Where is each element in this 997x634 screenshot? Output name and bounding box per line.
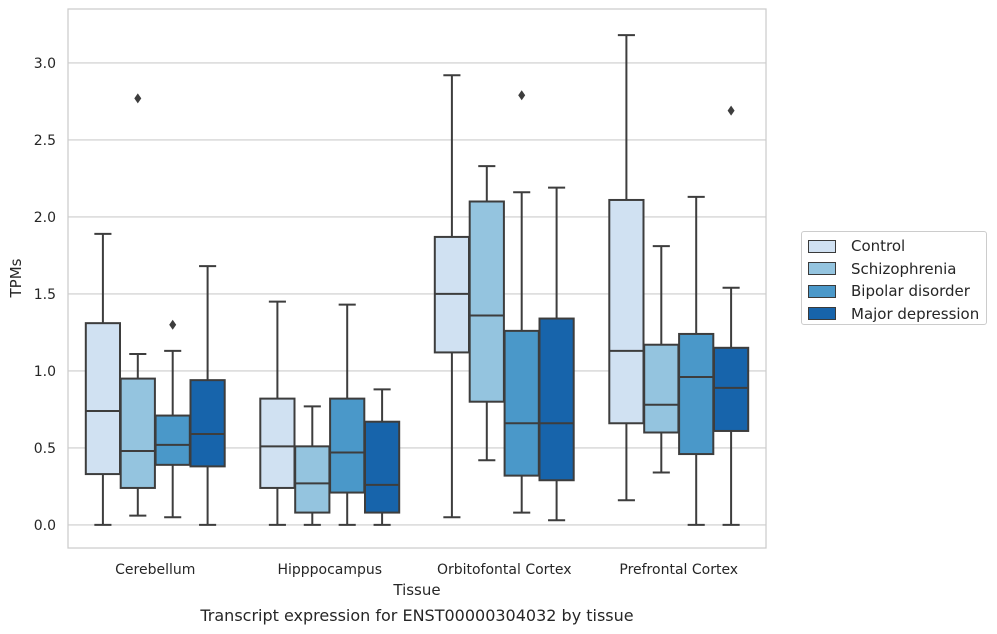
y-tick-label: 1.5 [34, 287, 56, 303]
box-iqr [538, 317, 575, 482]
legend: Control Schizophrenia Bipolar disorder Majo… [801, 231, 987, 325]
y-axis-label: TPMs [7, 258, 25, 298]
box-iqr [119, 377, 156, 489]
x-tick-label: Cerebellum [115, 562, 195, 578]
y-tick-label: 1.0 [34, 364, 56, 380]
x-tick-label: Hipppocampus [277, 562, 382, 578]
box-0-3 [189, 265, 226, 526]
legend-swatch [808, 307, 836, 320]
y-tick-label: 2.0 [34, 210, 56, 226]
box-1-0 [259, 300, 296, 526]
box-iqr [189, 379, 226, 468]
x-axis-label: Tissue [392, 581, 440, 599]
box-2-3 [538, 186, 575, 522]
box-3-0 [608, 34, 645, 502]
y-tick-label: 3.0 [34, 56, 56, 72]
outlier-point [518, 90, 526, 101]
box-iqr [608, 198, 645, 425]
legend-swatch [808, 284, 836, 298]
box-iqr [678, 332, 715, 456]
box-2-1 [468, 165, 505, 462]
outlier-point [727, 105, 735, 116]
legend-swatch [808, 239, 836, 253]
box-iqr [363, 420, 401, 514]
legend-label: Major depression [851, 304, 980, 323]
box-3-3 [712, 105, 750, 526]
box-iqr [259, 397, 296, 489]
x-tick-labels: Cerebellum Hipppocampus Orbitofontal Corte… [115, 562, 738, 578]
y-tick-label: 0.5 [34, 441, 56, 457]
outlier-point [169, 319, 177, 330]
x-tick-label: Orbitofontal Cortex [437, 562, 572, 578]
legend-label: Bipolar disorder [851, 282, 970, 300]
legend-item[interactable]: Major depression [808, 304, 979, 324]
y-tick-label: 0.0 [34, 518, 56, 534]
box-1-1 [294, 405, 331, 526]
box-iqr [329, 397, 366, 494]
boxes [84, 34, 750, 526]
box-1-2 [329, 303, 366, 526]
box-1-3 [363, 388, 401, 526]
box-3-2 [678, 195, 715, 526]
box-iqr [503, 329, 540, 477]
box-iqr [468, 200, 505, 403]
legend-item[interactable]: Control [808, 236, 905, 256]
box-iqr [712, 346, 750, 432]
y-tick-label: 2.5 [34, 133, 56, 149]
box-iqr [643, 343, 680, 434]
outlier-point [134, 93, 142, 104]
box-2-2 [503, 90, 540, 514]
box-iqr [294, 445, 331, 514]
chart-caption: Transcript expression for ENST0000030403… [200, 606, 634, 625]
legend-label: Control [851, 237, 906, 255]
box-iqr [154, 414, 191, 466]
box-iqr [84, 322, 122, 476]
legend-item[interactable]: Bipolar disorder [808, 281, 970, 301]
x-tick-label: Prefrontal Cortex [619, 562, 738, 578]
plot-frame [67, 8, 767, 549]
box-0-0 [84, 232, 122, 526]
box-0-1 [119, 93, 156, 517]
box-3-1 [643, 245, 680, 474]
legend-swatch [808, 262, 836, 275]
box-0-2 [154, 319, 191, 519]
legend-label: Schizophrenia [851, 259, 957, 278]
box-2-0 [433, 74, 471, 519]
y-tick-labels: 0.0 0.5 1.0 1.5 2.0 2.5 3.0 [34, 56, 56, 534]
legend-item[interactable]: Schizophrenia [808, 259, 956, 279]
